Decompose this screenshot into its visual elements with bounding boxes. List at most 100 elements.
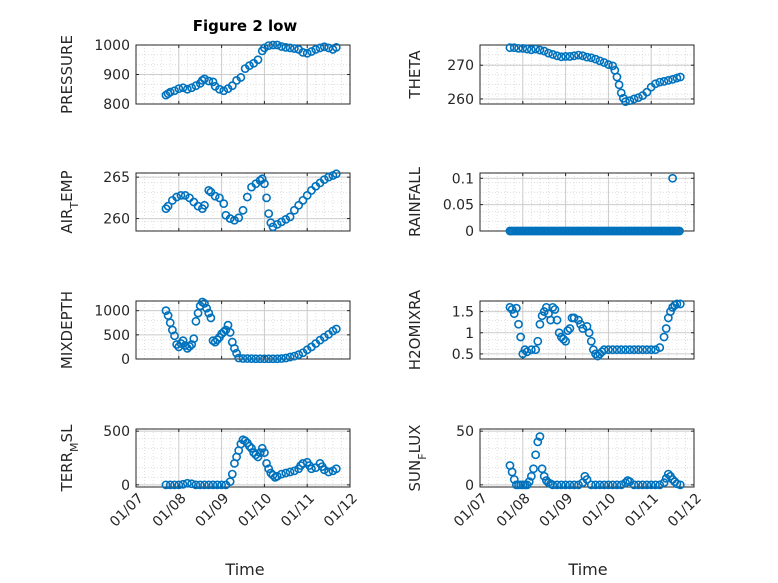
panel-rainfall: 0 0.05 0.1 RAINFALL xyxy=(406,166,695,240)
rainfall-ytick-label: 0 xyxy=(465,224,474,240)
mixdepth-point xyxy=(204,308,214,318)
pressure-point xyxy=(272,40,282,50)
sun-flux-ytick-label: 0 xyxy=(465,478,474,494)
h2omixra-point xyxy=(569,313,579,323)
theta-point xyxy=(629,94,639,104)
air-temp-point xyxy=(161,204,171,214)
terr-msl-point xyxy=(255,448,265,458)
sun-flux-point xyxy=(651,480,660,490)
pressure-point xyxy=(215,84,224,94)
theta-point xyxy=(663,76,673,85)
sun-flux-point xyxy=(507,467,517,477)
theta-point xyxy=(595,56,605,66)
pressure-point xyxy=(208,77,218,87)
panel-mixdepth: 0 500 1000 MIXDEPTH xyxy=(58,291,351,369)
panel-air-temp: 260 265 AIRTEMP xyxy=(58,169,351,234)
theta-point xyxy=(659,77,669,86)
mixdepth-ytick-label: 1000 xyxy=(94,304,130,320)
terr-msl-ytick-label: 0 xyxy=(121,478,130,494)
mixdepth-point xyxy=(294,350,304,360)
sun-flux-point xyxy=(599,480,609,490)
terr-msl-point xyxy=(319,465,329,475)
h2omixra-point xyxy=(621,345,630,355)
air-temp-point xyxy=(210,191,220,201)
h2omixra-point xyxy=(646,345,656,355)
h2omixra-point xyxy=(629,345,639,355)
pressure-point xyxy=(174,84,184,94)
pressure-point xyxy=(236,73,246,82)
mixdepth-ylabel-main: MIXDEPTH xyxy=(58,291,76,369)
terr-msl-point xyxy=(225,477,235,487)
h2omixra-point xyxy=(661,324,671,333)
theta-point xyxy=(569,51,579,61)
theta-point xyxy=(612,72,622,82)
sun-flux-axes-box xyxy=(479,428,695,488)
pressure-point xyxy=(204,76,214,86)
mixdepth-point xyxy=(264,354,274,364)
h2omixra-point xyxy=(675,299,685,309)
pressure-markers xyxy=(161,40,341,100)
terr-msl-point xyxy=(191,480,201,490)
terr-msl-markers xyxy=(161,435,341,490)
air-temp-point xyxy=(204,185,214,195)
mixdepth-point xyxy=(161,306,171,316)
sun-flux-ylabel-main: SUN xyxy=(406,460,424,492)
sun-flux-point xyxy=(582,475,592,484)
h2omixra-point xyxy=(509,309,519,319)
sun-flux-markers xyxy=(505,432,685,490)
mixdepth-point xyxy=(170,331,179,341)
sun-flux-point xyxy=(675,480,685,490)
mixdepth-point xyxy=(191,316,201,326)
sun-flux-point xyxy=(595,480,605,490)
x-axis-label-left: Time xyxy=(224,560,264,579)
terr-msl-point xyxy=(174,480,184,490)
pressure-point xyxy=(285,43,295,53)
sun-flux-point xyxy=(586,480,596,490)
terr-msl-ylabel-suffix: SL xyxy=(58,424,76,443)
rainfall-ytick-label: 0.05 xyxy=(443,198,474,214)
mixdepth-point xyxy=(206,313,216,323)
h2omixra-point xyxy=(552,315,562,325)
air-temp-point xyxy=(257,174,267,184)
air-temp-point xyxy=(298,195,308,205)
theta-point xyxy=(586,53,596,63)
theta-point xyxy=(565,52,575,61)
h2omixra-axes-box xyxy=(479,300,695,360)
sun-flux-point xyxy=(633,480,643,490)
air-temp-point xyxy=(234,213,244,223)
pressure-ylabel-main: PRESSURE xyxy=(58,35,76,114)
h2omixra-point xyxy=(507,305,517,314)
terr-msl-point xyxy=(264,464,274,474)
terr-msl-ylabel-sub: M xyxy=(68,442,81,452)
rainfall-markers xyxy=(505,173,684,236)
air-temp-point xyxy=(180,190,190,200)
h2omixra-point xyxy=(659,332,669,342)
sun-flux-point xyxy=(663,469,673,479)
sun-flux-point xyxy=(638,480,648,490)
h2omixra-ylabel: H2OMIXRA xyxy=(406,289,424,370)
mixdepth-point xyxy=(172,340,182,349)
mixdepth-ylabel: MIXDEPTH xyxy=(58,291,76,369)
sun-flux-point xyxy=(608,480,618,490)
h2omixra-point xyxy=(608,345,618,355)
h2omixra-point xyxy=(514,319,523,329)
h2omixra-point xyxy=(522,347,532,357)
mixdepth-point xyxy=(210,337,220,347)
theta-point xyxy=(616,88,626,98)
h2omixra-ylabel-main: H2OMIXRA xyxy=(406,289,424,370)
terr-msl-point xyxy=(178,479,188,489)
mixdepth-ytick-label: 500 xyxy=(103,328,130,344)
air-temp-point xyxy=(230,215,239,225)
sun-flux-point xyxy=(655,480,665,490)
theta-point xyxy=(526,45,536,55)
h2omixra-point xyxy=(531,345,541,355)
sun-flux-point xyxy=(561,480,570,490)
sun-flux-point xyxy=(539,471,549,481)
theta-point xyxy=(544,48,553,58)
mixdepth-point xyxy=(185,342,194,351)
theta-point xyxy=(561,52,570,61)
air-temp-ytick-label: 260 xyxy=(103,212,130,228)
sun-flux-point xyxy=(642,480,652,490)
terr-msl-point xyxy=(251,450,261,460)
